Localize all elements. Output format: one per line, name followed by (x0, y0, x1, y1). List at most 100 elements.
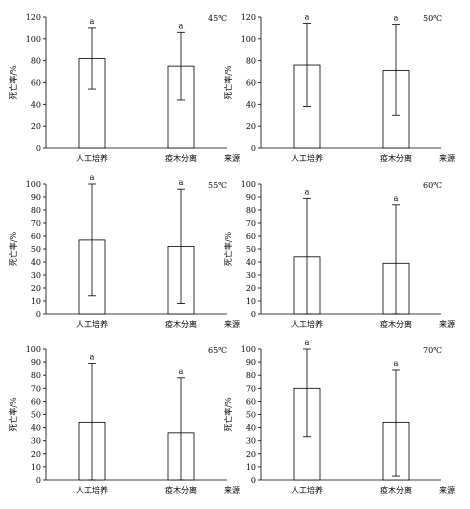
y-tick-label: 10 (31, 463, 41, 472)
y-tick-label: 70 (31, 219, 41, 228)
y-tick-label: 30 (31, 271, 41, 280)
temperature-label: 55℃ (208, 181, 227, 190)
y-tick-label: 80 (246, 206, 256, 215)
y-tick-label: 100 (241, 345, 256, 354)
temperature-label: 50℃ (423, 14, 442, 23)
y-tick-label: 20 (246, 284, 256, 293)
y-tick-label: 120 (241, 13, 256, 22)
y-tick-label: 60 (246, 79, 256, 88)
y-tick-label: 80 (246, 57, 256, 66)
significance-label: a (90, 173, 95, 182)
category-label: 疫木分离 (380, 319, 412, 329)
category-label: 人工培养 (291, 153, 323, 163)
y-axis-label: 死亡率/% (8, 65, 18, 100)
category-label: 疫木分离 (380, 485, 412, 495)
x-axis-label: 来源 (224, 320, 240, 329)
chart-panel-1: 0 20 40 60 80 100 120 死亡率/% 45℃ a 人工培养 a 疫木分离 来源 (8, 13, 240, 163)
y-tick-label: 50 (246, 245, 256, 254)
y-axis-label: 死亡率/% (223, 231, 233, 266)
x-axis-label: 来源 (439, 154, 455, 163)
y-tick-label: 0 (36, 144, 41, 153)
y-tick-label: 40 (246, 100, 256, 109)
significance-label: a (394, 359, 399, 368)
y-tick-label: 20 (31, 284, 41, 293)
y-tick-label: 80 (31, 57, 41, 66)
y-tick-label: 60 (246, 232, 256, 241)
temperature-label: 70℃ (423, 346, 442, 355)
y-tick-label: 100 (26, 345, 41, 354)
significance-label: a (179, 178, 184, 187)
y-axis-label: 死亡率/% (8, 397, 18, 432)
significance-label: a (305, 187, 310, 196)
category-label: 人工培养 (76, 485, 108, 495)
y-tick-label: 90 (246, 193, 256, 202)
y-tick-label: 30 (31, 437, 41, 446)
y-tick-label: 80 (31, 206, 41, 215)
chart-panel-3: 0 10 20 30 40 50 60 70 80 90 100 死亡率/% 55℃ a 人工培养 a 疫木分离… (8, 173, 240, 329)
y-tick-label: 50 (31, 411, 41, 420)
y-tick-label: 100 (241, 180, 256, 189)
y-tick-label: 30 (246, 437, 256, 446)
chart-panel-5: 0 10 20 30 40 50 60 70 80 90 100 死亡率/% 65℃ a 人工培养 a 疫木分离… (8, 345, 240, 495)
y-tick-label: 40 (246, 258, 256, 267)
temperature-label: 65℃ (208, 346, 227, 355)
x-axis-label: 来源 (224, 154, 240, 163)
temperature-label: 45℃ (208, 14, 227, 23)
significance-label: a (305, 13, 310, 22)
y-tick-label: 20 (31, 122, 41, 131)
x-axis-label: 来源 (439, 486, 455, 495)
y-tick-label: 80 (246, 371, 256, 380)
y-tick-label: 60 (246, 397, 256, 406)
y-tick-label: 0 (251, 144, 256, 153)
y-axis-label: 死亡率/% (8, 231, 18, 266)
y-tick-label: 40 (31, 424, 41, 433)
chart-panel-6: 0 10 20 30 40 50 60 70 80 90 100 死亡率/% 70℃ a 人工培养 a 疫木分离… (223, 338, 455, 495)
y-tick-label: 40 (246, 424, 256, 433)
category-label: 疫木分离 (165, 485, 197, 495)
y-tick-label: 10 (246, 297, 256, 306)
significance-label: a (179, 21, 184, 30)
y-axis-label: 死亡率/% (223, 397, 233, 432)
significance-label: a (394, 194, 399, 203)
temperature-label: 60℃ (423, 181, 442, 190)
category-label: 人工培养 (291, 485, 323, 495)
y-tick-label: 70 (31, 384, 41, 393)
y-tick-label: 90 (31, 193, 41, 202)
chart-panel-4: 0 10 20 30 40 50 60 70 80 90 100 死亡率/% 60℃ a 人工培养 a 疫木分离… (223, 180, 455, 329)
significance-label: a (179, 367, 184, 376)
y-tick-label: 50 (246, 411, 256, 420)
y-tick-label: 10 (31, 297, 41, 306)
y-tick-label: 20 (246, 122, 256, 131)
y-tick-label: 60 (31, 232, 41, 241)
category-label: 人工培养 (291, 319, 323, 329)
y-tick-label: 60 (31, 79, 41, 88)
y-tick-label: 100 (241, 35, 256, 44)
significance-label: a (394, 14, 399, 23)
y-tick-label: 20 (31, 450, 41, 459)
y-tick-label: 90 (246, 358, 256, 367)
chart-panel-2: 0 20 40 60 80 100 120 死亡率/% 50℃ a 人工培养 a 疫木分离 来源 (223, 13, 455, 163)
y-tick-label: 80 (31, 371, 41, 380)
y-tick-label: 10 (246, 463, 256, 472)
y-tick-label: 0 (36, 476, 41, 485)
y-tick-label: 30 (246, 271, 256, 280)
category-label: 人工培养 (76, 153, 108, 163)
x-axis-label: 来源 (439, 320, 455, 329)
y-tick-label: 40 (31, 100, 41, 109)
y-tick-label: 100 (26, 180, 41, 189)
y-tick-label: 70 (246, 219, 256, 228)
significance-label: a (90, 17, 95, 26)
y-tick-label: 0 (36, 310, 41, 319)
significance-label: a (305, 338, 310, 347)
x-axis-label: 来源 (224, 486, 240, 495)
y-tick-label: 50 (31, 245, 41, 254)
y-tick-label: 100 (26, 35, 41, 44)
significance-label: a (90, 352, 95, 361)
y-tick-label: 90 (31, 358, 41, 367)
category-label: 疫木分离 (165, 153, 197, 163)
y-tick-label: 20 (246, 450, 256, 459)
category-label: 疫木分离 (165, 319, 197, 329)
y-tick-label: 0 (251, 310, 256, 319)
y-tick-label: 60 (31, 397, 41, 406)
